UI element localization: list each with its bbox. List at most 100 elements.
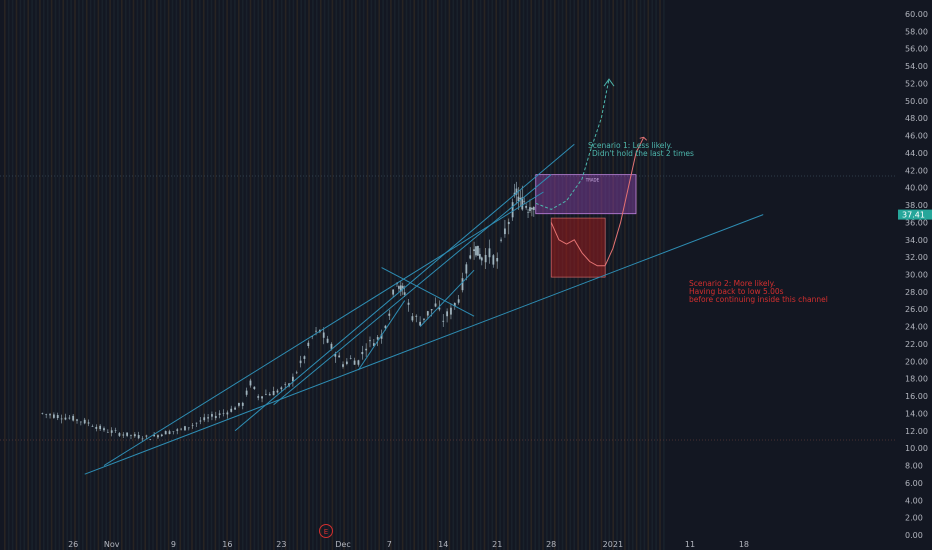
session-stripe (292, 0, 295, 550)
candle-body (253, 386, 256, 390)
session-stripe (327, 0, 330, 550)
scenario2-arrowhead (639, 136, 648, 141)
session-stripe (507, 0, 509, 550)
candle-body (369, 340, 371, 342)
session-stripe (608, 0, 611, 550)
candle-body (338, 355, 341, 358)
x-tick-label: Nov (104, 540, 120, 549)
session-stripe (109, 0, 111, 550)
candle-body (72, 415, 75, 421)
trendline-short-line[interactable] (419, 269, 475, 327)
y-tick-label: 58.00 (905, 27, 928, 36)
candle-body (106, 432, 109, 433)
session-stripe (425, 0, 427, 550)
session-stripe (27, 0, 29, 550)
candle-body (83, 419, 86, 424)
candle-body (465, 264, 468, 274)
session-stripe (187, 0, 189, 550)
session-stripe (319, 0, 322, 550)
y-axis[interactable]: 0.00 2.00 4.00 6.00 8.00 10.00 12.00 14.00 16.00… (898, 10, 932, 540)
session-stripe (140, 0, 143, 550)
candle-body (145, 435, 148, 437)
session-stripe (647, 0, 650, 550)
candle-body (41, 413, 44, 414)
trendlines[interactable] (84, 143, 764, 475)
candle-body (122, 434, 125, 436)
candle-body (438, 307, 441, 310)
candle-body (469, 255, 472, 259)
session-stripe (546, 0, 548, 550)
candle-body (114, 430, 117, 431)
session-stripe (624, 0, 626, 550)
session-stripe (628, 0, 630, 550)
session-stripe (117, 0, 119, 550)
session-stripe (156, 0, 158, 550)
y-tick-label: 36.00 (905, 218, 928, 227)
session-stripe (335, 0, 338, 550)
session-stripe (339, 0, 341, 550)
candle-body (164, 431, 167, 435)
x-tick-label: 2021 (603, 540, 623, 549)
candle-body (426, 311, 429, 316)
candle-body (257, 396, 260, 398)
session-stripe (557, 0, 560, 550)
session-stripe (105, 0, 107, 550)
y-tick-label: 60.00 (905, 10, 928, 19)
candle-body (496, 258, 499, 262)
session-stripe (171, 0, 174, 550)
candle-body (265, 393, 267, 395)
trendline-mid-line[interactable] (234, 143, 575, 432)
candle-body (245, 390, 248, 395)
trendline-wedge-top[interactable] (381, 267, 475, 317)
candle-body (153, 434, 156, 437)
scenario2-box (550, 217, 606, 278)
session-stripe (249, 0, 252, 550)
session-stripe (4, 0, 6, 550)
session-stripe (401, 0, 404, 550)
candle-body (504, 228, 506, 235)
session-stripe (464, 0, 466, 550)
candle-body (473, 249, 475, 252)
session-stripe (444, 0, 447, 550)
candle-body (525, 205, 528, 208)
scenario1-annotation-line: Didn't hold the last 2 times (592, 149, 694, 158)
candle-body (330, 343, 333, 349)
x-axis[interactable]: 26 Nov 9 16 23 Dec 7 14 21 28 2021 11 18 (68, 540, 749, 549)
session-stripe (495, 0, 497, 550)
session-stripe (452, 0, 455, 550)
session-stripe (261, 0, 263, 550)
candle-body (477, 245, 479, 256)
session-stripe (550, 0, 552, 550)
x-tick-label: 14 (438, 540, 448, 549)
annotations: Scenario 1: Less likely.Didn't hold the … (319, 141, 828, 538)
x-tick-label: 18 (739, 540, 749, 549)
candle-body (91, 426, 94, 427)
trendline-upper-channel-1[interactable] (103, 191, 544, 466)
candle-body (234, 407, 236, 410)
candle-body (442, 320, 445, 322)
candle-body (45, 414, 48, 415)
candle-body (157, 435, 159, 438)
candle-body (519, 197, 522, 200)
session-stripe (54, 0, 57, 550)
current-price-badge (898, 209, 932, 220)
session-stripe (167, 0, 170, 550)
session-stripe (163, 0, 166, 550)
session-stripe (124, 0, 127, 550)
session-stripe (503, 0, 505, 550)
y-tick-label: 42.00 (905, 166, 928, 175)
trendline-upper-channel-2[interactable] (273, 174, 552, 406)
session-stripe (121, 0, 123, 550)
session-stripe (561, 0, 564, 550)
candle-body (241, 402, 244, 406)
session-stripe (191, 0, 193, 550)
candle-body (415, 315, 418, 317)
trendline-lower-channel[interactable] (84, 214, 764, 475)
session-stripe (456, 0, 458, 550)
y-tick-label: 14.00 (905, 409, 928, 418)
session-stripe (581, 0, 583, 550)
trendline-wedge-bottom[interactable] (358, 300, 406, 371)
scenario2-path (550, 137, 645, 267)
y-tick-label: 26.00 (905, 305, 928, 314)
